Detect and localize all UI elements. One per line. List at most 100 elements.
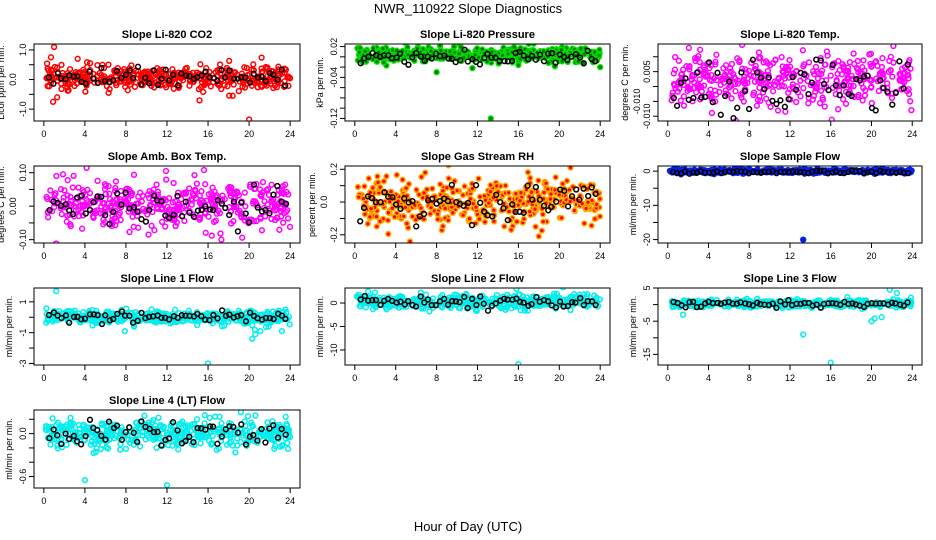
reference-point	[162, 66, 169, 73]
data-point	[860, 57, 867, 64]
reference-point	[190, 213, 198, 220]
x-tick-label: 8	[747, 251, 752, 261]
data-point	[137, 189, 144, 196]
reference-point	[421, 299, 428, 306]
reference-point	[769, 300, 776, 307]
reference-point	[884, 88, 891, 95]
x-tick-label: 24	[285, 373, 295, 383]
reference-point	[529, 196, 536, 203]
outlier-point	[252, 331, 259, 338]
reference-point	[754, 69, 761, 76]
data-point	[439, 223, 447, 230]
data-point	[532, 223, 539, 230]
data-point	[708, 72, 715, 79]
data-point	[172, 222, 179, 230]
data-point	[398, 294, 405, 302]
data-point	[274, 214, 281, 222]
data-point	[897, 71, 904, 79]
reference-point	[765, 168, 772, 175]
data-point	[125, 436, 132, 444]
reference-point	[730, 115, 737, 121]
reference-point	[230, 75, 238, 82]
data-point	[525, 44, 532, 48]
reference-point	[516, 298, 524, 306]
reference-point	[282, 82, 289, 89]
data-point	[680, 66, 687, 73]
y-tick-label: -1	[18, 329, 28, 337]
data-point	[818, 87, 825, 94]
data-point	[505, 189, 512, 196]
reference-point	[690, 94, 697, 102]
data-point	[231, 69, 239, 76]
reference-point	[488, 54, 495, 61]
data-point	[677, 97, 684, 104]
data-point	[284, 445, 292, 452]
reference-point	[282, 315, 289, 323]
reference-point	[468, 222, 476, 229]
data-point	[232, 449, 239, 456]
reference-point	[477, 293, 484, 300]
reference-point	[138, 309, 145, 317]
data-point	[193, 416, 201, 423]
data-point	[271, 203, 279, 210]
data-point	[517, 189, 525, 196]
data-point	[905, 75, 912, 82]
reference-point	[122, 71, 130, 78]
reference-point	[825, 300, 832, 307]
data-point	[162, 84, 170, 91]
reference-point	[745, 301, 753, 308]
reference-point	[409, 197, 416, 205]
data-point	[702, 73, 709, 80]
reference-point	[464, 199, 472, 207]
x-tick-label: 20	[244, 373, 254, 383]
reference-point	[138, 81, 145, 88]
reference-point	[198, 312, 205, 320]
reference-point	[872, 107, 879, 114]
x-tick-label: 24	[907, 129, 917, 139]
data-point	[278, 316, 286, 323]
data-point	[271, 445, 278, 452]
data-point	[207, 83, 214, 90]
data-point	[778, 82, 785, 89]
data-point	[542, 180, 550, 187]
reference-point	[70, 73, 78, 80]
data-point	[490, 207, 497, 214]
reference-point	[102, 312, 109, 319]
reference-point	[66, 319, 73, 326]
reference-point	[706, 169, 713, 176]
data-point	[128, 62, 135, 69]
x-tick-label: 4	[706, 373, 711, 383]
data-point	[528, 188, 535, 196]
reference-point	[864, 72, 871, 79]
reference-point	[266, 314, 274, 322]
data-point	[120, 65, 128, 73]
data-point	[286, 74, 293, 81]
data-point	[374, 179, 382, 186]
data-point	[445, 175, 452, 182]
data-point	[238, 213, 245, 220]
data-point	[285, 426, 293, 434]
panel-title: Slope Li-820 Pressure	[420, 29, 535, 41]
reference-point	[588, 298, 596, 305]
reference-point	[146, 207, 153, 214]
data-point	[771, 78, 779, 85]
data-point	[59, 171, 67, 178]
y-tick-label: 0.00	[8, 197, 18, 215]
data-point	[516, 56, 524, 63]
outlier-point	[878, 314, 885, 321]
data-point	[60, 194, 67, 201]
data-point	[279, 183, 287, 190]
reference-point	[262, 77, 269, 85]
data-point	[752, 62, 759, 70]
data-point	[868, 83, 875, 90]
reference-point	[448, 297, 456, 305]
data-point	[366, 213, 374, 221]
reference-point	[500, 205, 507, 212]
data-point	[800, 84, 807, 92]
data-point	[216, 61, 224, 68]
data-point	[582, 205, 590, 212]
data-point	[426, 308, 433, 315]
reference-point	[238, 312, 245, 319]
data-point	[234, 435, 241, 442]
